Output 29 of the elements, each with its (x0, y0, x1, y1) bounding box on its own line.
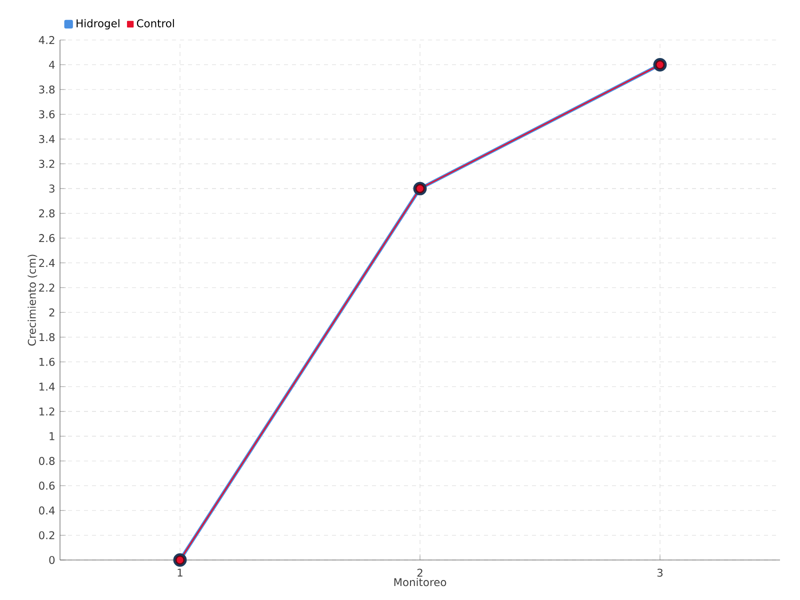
x-tick-label: 2 (417, 568, 422, 577)
y-tick-label: 4.2 (38, 36, 54, 44)
y-tick-label: 3.2 (39, 160, 54, 168)
y-tick-label: 3.4 (39, 135, 55, 144)
legend-label: Control (136, 19, 174, 28)
x-axis-title: Monitoreo (394, 578, 446, 586)
legend-label: Hidrogel (76, 19, 120, 30)
y-tick-label: 1 (50, 432, 54, 440)
y-tick-label: 0.6 (39, 482, 55, 490)
y-tick-label: 2.4 (39, 258, 55, 267)
x-tick-label: 1 (178, 568, 182, 576)
y-axis-title: Crecimiento (cm) (28, 254, 38, 346)
y-tick-label: 0.2 (39, 531, 54, 540)
y-tick-label: 4 (49, 60, 55, 69)
y-tick-label: 1.6 (39, 358, 55, 366)
y-tick-label: 0.4 (39, 506, 55, 515)
y-tick-label: 2.2 (39, 284, 54, 292)
y-tick-label: 3.8 (39, 85, 55, 94)
y-tick-label: 1.2 (39, 407, 54, 416)
y-tick-label: 2.8 (39, 209, 55, 218)
y-tick-label: 0.8 (39, 456, 55, 465)
y-tick-label: 1.8 (39, 333, 55, 342)
y-tick-label: 0 (49, 556, 55, 564)
y-tick-label: 3.6 (39, 110, 55, 118)
y-tick-label: 2.6 (39, 234, 55, 242)
y-tick-label: 3 (49, 184, 54, 193)
y-tick-label: 1.4 (39, 382, 55, 391)
y-tick-label: 2 (49, 308, 54, 316)
x-tick-label: 3 (657, 568, 663, 577)
